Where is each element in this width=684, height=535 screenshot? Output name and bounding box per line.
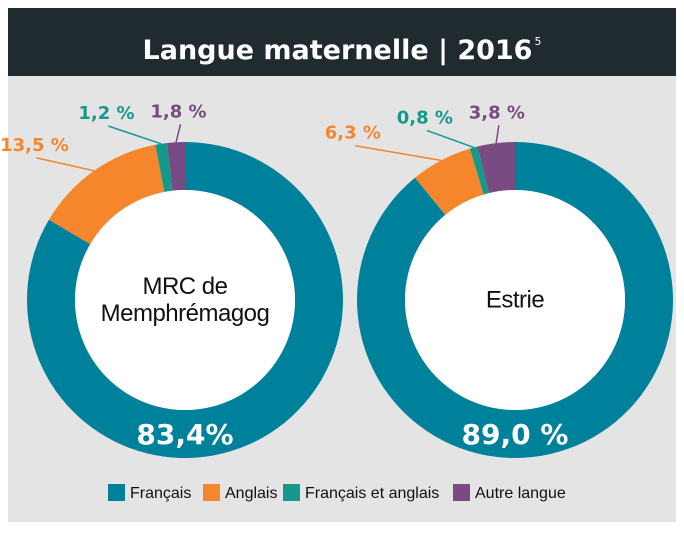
leader-line bbox=[354, 144, 442, 162]
slice bbox=[155, 143, 173, 192]
header: Langue maternelle | 2016 5 bbox=[8, 8, 676, 76]
leader-line bbox=[108, 125, 162, 145]
value-label: 1,8 % bbox=[150, 101, 206, 122]
leader-line bbox=[175, 124, 182, 143]
title-note: 5 bbox=[534, 35, 542, 48]
value-label: 89,0 % bbox=[462, 418, 569, 451]
hole bbox=[75, 190, 295, 410]
center-label: Estrie bbox=[485, 286, 545, 314]
legend-label: Anglais bbox=[225, 485, 277, 502]
leader-line bbox=[426, 129, 475, 149]
slice bbox=[414, 148, 484, 215]
legend-swatch bbox=[203, 484, 220, 501]
slice bbox=[477, 142, 515, 194]
title: Langue maternelle | 2016 bbox=[142, 35, 533, 66]
hole bbox=[405, 190, 625, 410]
leader-line bbox=[36, 157, 95, 172]
legend-label: Français et anglais bbox=[305, 485, 439, 502]
slice bbox=[26, 142, 344, 458]
value-label: 1,2 % bbox=[78, 103, 134, 124]
slice bbox=[356, 142, 673, 459]
slice bbox=[167, 142, 185, 191]
legend-swatch bbox=[108, 484, 125, 501]
slice bbox=[469, 146, 489, 195]
value-label: 3,8 % bbox=[469, 102, 525, 123]
legend-swatch bbox=[283, 484, 300, 501]
value-label: 0,8 % bbox=[397, 107, 453, 128]
leader-line bbox=[495, 125, 500, 144]
legend-swatch bbox=[453, 484, 470, 501]
value-label: 6,3 % bbox=[325, 123, 381, 144]
slice bbox=[48, 144, 165, 245]
value-label: 83,4% bbox=[136, 418, 233, 451]
value-label: 13,5 % bbox=[0, 135, 69, 156]
center-label: MRC de Memphrémagog bbox=[100, 273, 270, 327]
legend-label: Autre langue bbox=[475, 485, 566, 502]
legend-label: Français bbox=[130, 485, 191, 502]
